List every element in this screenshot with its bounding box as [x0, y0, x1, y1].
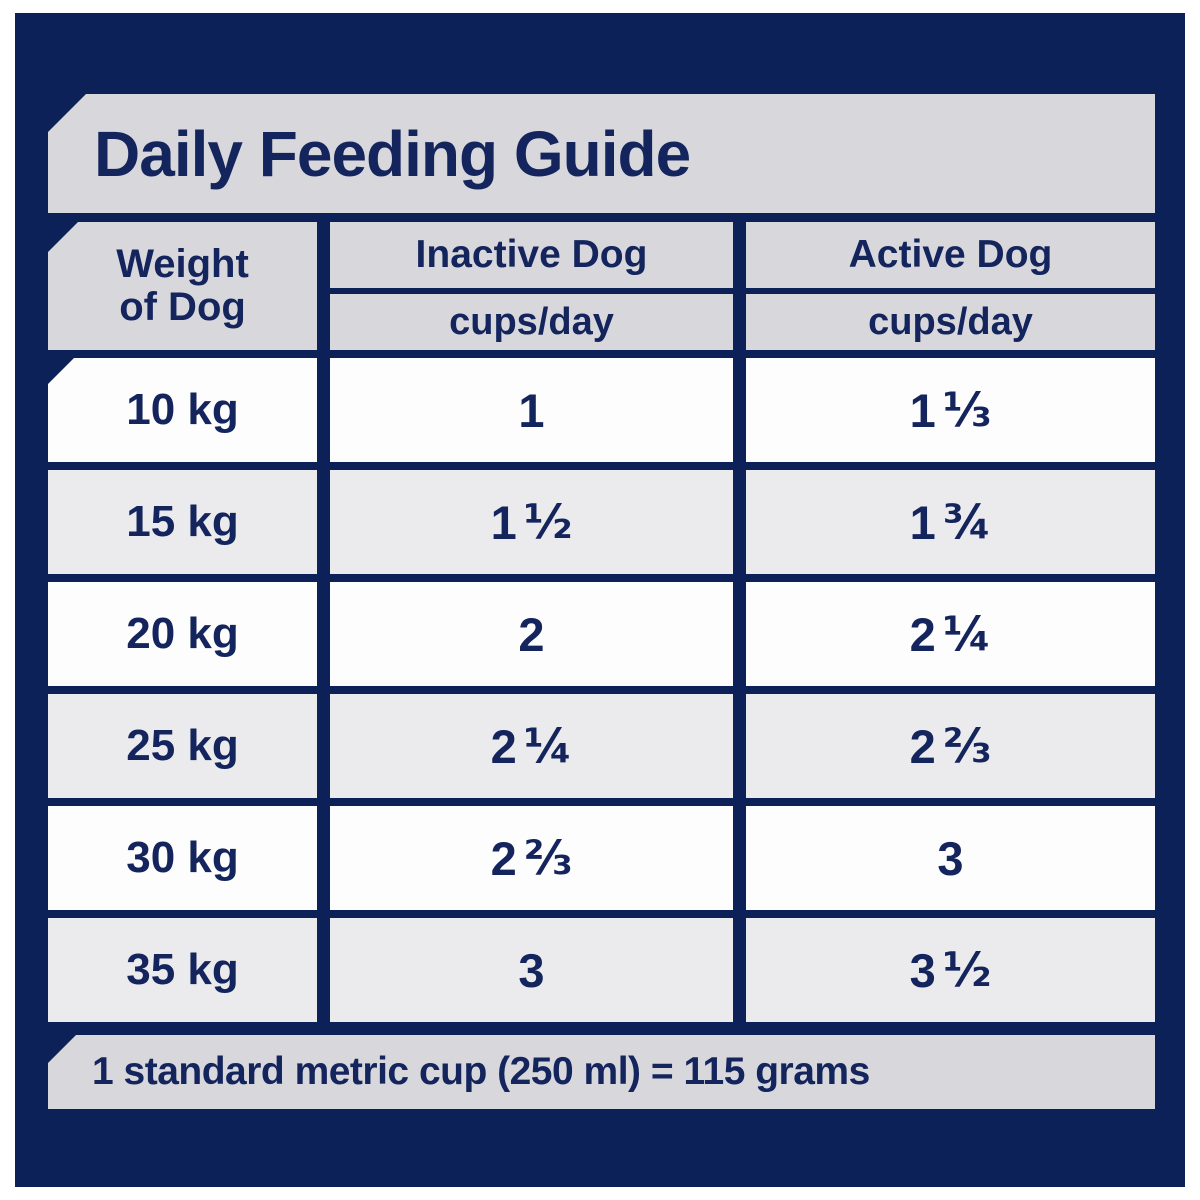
- value-whole: 2: [490, 831, 517, 885]
- column-header-active: Active Dog cups/day: [746, 222, 1155, 350]
- weight-cell: 25 kg: [48, 694, 317, 798]
- footnote-bar: 1 standard metric cup (250 ml) = 115 gra…: [48, 1035, 1155, 1109]
- value-whole: 3: [937, 831, 964, 885]
- value-whole: 1: [909, 495, 936, 549]
- weight-cell: 15 kg: [48, 470, 317, 574]
- active-units-label: cups/day: [868, 300, 1033, 343]
- weight-header-line1: Weight: [116, 242, 249, 287]
- weight-cell: 35 kg: [48, 918, 317, 1022]
- active-dog-label: Active Dog: [848, 233, 1053, 276]
- header-divider: [330, 288, 733, 294]
- value-whole: 2: [909, 607, 936, 661]
- header-divider: [746, 288, 1155, 294]
- value-fraction: ½: [523, 494, 573, 550]
- column-header-inactive: Inactive Dog cups/day: [330, 222, 733, 350]
- value-whole: 1: [518, 383, 545, 437]
- value-fraction: ¼: [523, 718, 573, 774]
- value-whole: 2: [490, 719, 517, 773]
- feeding-guide-panel: Daily Feeding Guide Weight of Dog Inacti…: [15, 13, 1185, 1187]
- value-whole: 3: [518, 943, 545, 997]
- weight-header-line2: of Dog: [119, 285, 246, 329]
- value-fraction: ⅔: [523, 830, 573, 886]
- value-whole: 1: [909, 383, 936, 437]
- value-whole: 1: [490, 495, 517, 549]
- value-whole: 2: [909, 719, 936, 773]
- footnote-text: 1 standard metric cup (250 ml) = 115 gra…: [92, 1050, 870, 1093]
- title-panel: Daily Feeding Guide: [48, 94, 1155, 213]
- inactive-value-cell: 3: [330, 918, 733, 1022]
- value-fraction: ⅓: [942, 382, 992, 438]
- column-header-weight: Weight of Dog: [48, 222, 317, 350]
- active-value-cell: 3: [746, 806, 1155, 910]
- inactive-dog-label: Inactive Dog: [415, 233, 648, 276]
- value-fraction: ½: [942, 942, 992, 998]
- value-fraction: ¼: [942, 606, 992, 662]
- weight-cell: 20 kg: [48, 582, 317, 686]
- inactive-units-label: cups/day: [449, 300, 614, 343]
- value-fraction: ⅔: [942, 718, 992, 774]
- weight-cell: 30 kg: [48, 806, 317, 910]
- feeding-table: Weight of Dog Inactive Dog cups/day Acti…: [48, 222, 1155, 1022]
- value-fraction: ¾: [942, 494, 992, 550]
- weight-cell: 10 kg: [48, 358, 317, 462]
- page-title: Daily Feeding Guide: [94, 117, 691, 190]
- inactive-value-cell: 2: [330, 582, 733, 686]
- value-whole: 3: [909, 943, 936, 997]
- value-whole: 2: [518, 607, 545, 661]
- inactive-value-cell: 1: [330, 358, 733, 462]
- feeding-guide-content: Daily Feeding Guide Weight of Dog Inacti…: [48, 94, 1155, 1109]
